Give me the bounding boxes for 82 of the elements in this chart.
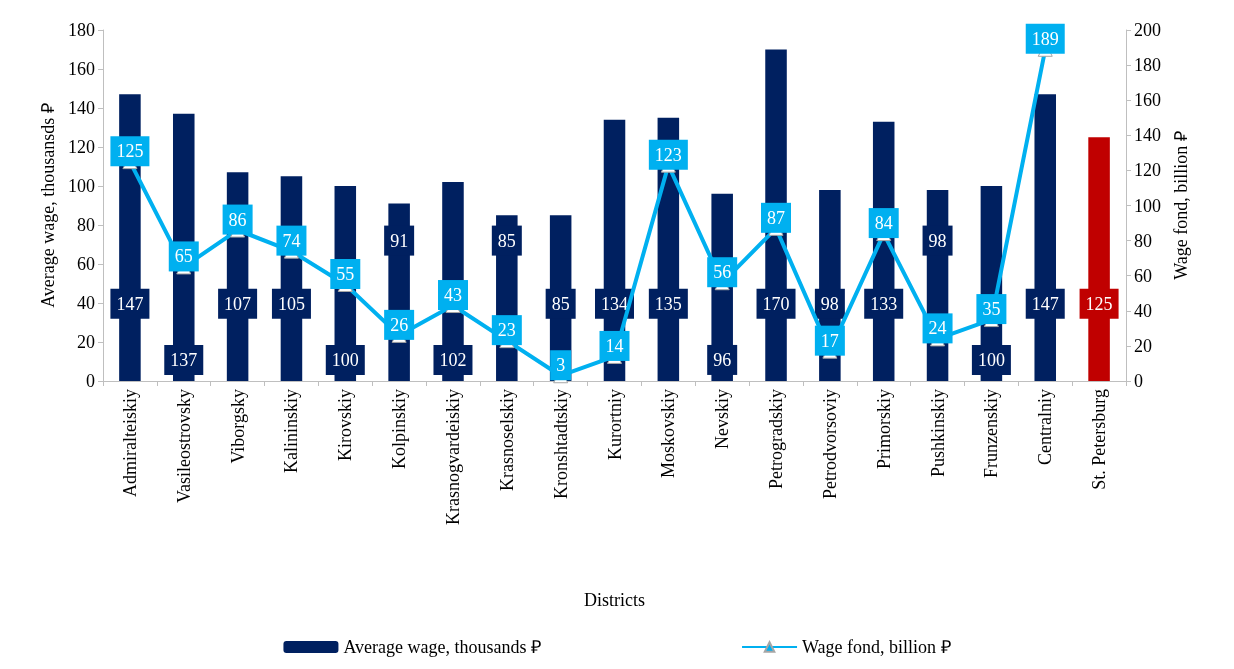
data-label: 100 (331, 349, 359, 370)
x-tick-label: Krasnogvardeiskiy (442, 389, 463, 525)
x-tick-label: St. Petersburg (1089, 389, 1110, 490)
x-tick-label: Vasileostrovsky (173, 389, 194, 503)
y-tick-label: 60 (77, 254, 95, 274)
x-tick-label: Petrodvorsoviy (819, 389, 840, 499)
y2-tick-label: 100 (1134, 195, 1161, 216)
x-tick-label: Frunzenskiy (981, 389, 1002, 478)
x-tick-label: Centralniy (1035, 389, 1056, 465)
y-tick-label: 40 (77, 293, 95, 313)
data-label: 14 (605, 335, 624, 356)
y-tick-label: 80 (77, 215, 95, 235)
data-label: 24 (928, 318, 947, 339)
legend-label: Average wage, thousands ₽ (343, 637, 542, 657)
y2-tick-label: 180 (1134, 55, 1161, 76)
data-label: 96 (713, 349, 732, 370)
data-label: 123 (654, 144, 682, 165)
y-tick-label: 100 (68, 176, 95, 196)
legend-label: Wage fond, billion ₽ (802, 637, 951, 657)
y2-axis-title: Wage fond, billion ₽ (1170, 131, 1191, 280)
data-label: 98 (928, 230, 947, 251)
y-axis-title: Average wage, thousansds ₽ (38, 103, 59, 308)
data-label: 105 (277, 293, 305, 314)
x-tick-label: Pushkinskiy (927, 389, 948, 478)
data-label: 134 (601, 293, 628, 314)
x-tick-label: Nevskiy (712, 389, 733, 449)
data-label: 86 (228, 209, 247, 230)
data-label: 85 (551, 293, 570, 314)
x-axis-title: Districts (584, 590, 645, 610)
data-label: 147 (116, 293, 144, 314)
data-label: 17 (820, 330, 839, 351)
data-label: 23 (497, 320, 516, 341)
y2-tick-label: 60 (1134, 265, 1152, 286)
data-label: 56 (713, 262, 732, 283)
data-label: 91 (390, 230, 409, 251)
x-tick-label: Petrogradskiy (766, 389, 787, 489)
x-tick-label: Kronshtadtskiy (550, 389, 571, 499)
y-tick-label: 120 (68, 137, 95, 157)
y2-tick-label: 20 (1134, 335, 1152, 356)
data-label: 74 (282, 230, 301, 251)
y-tick-label: 160 (68, 59, 95, 79)
data-label: 35 (982, 299, 1001, 320)
x-tick-label: Krasnoselskiy (496, 389, 517, 491)
data-label: 107 (224, 293, 252, 314)
data-label: 26 (390, 314, 409, 335)
y-tick-label: 180 (68, 20, 95, 40)
data-label: 125 (116, 141, 144, 162)
y2-tick-label: 200 (1134, 20, 1161, 40)
data-label: 147 (1031, 293, 1059, 314)
y2-tick-label: 0 (1134, 371, 1143, 391)
y2-tick-label: 160 (1134, 90, 1161, 111)
y2-tick-label: 40 (1134, 300, 1152, 321)
data-label: 133 (870, 293, 898, 314)
data-label: 102 (439, 349, 467, 370)
data-label: 98 (820, 293, 839, 314)
x-tick-label: Admiralteiskiy (119, 389, 140, 497)
data-label: 135 (654, 293, 682, 314)
data-label: 65 (174, 246, 193, 267)
x-tick-label: Moskovskiy (658, 389, 679, 479)
x-tick-label: Kurortniy (604, 389, 625, 460)
y-tick-label: 20 (77, 332, 95, 352)
x-tick-label: Viborgsky (227, 389, 248, 464)
data-label: 189 (1031, 28, 1059, 49)
y-tick-label: 140 (68, 98, 95, 118)
y2-tick-label: 140 (1134, 125, 1161, 146)
x-tick-label: Kalininskiy (281, 389, 302, 473)
data-label: 55 (336, 263, 355, 284)
data-label: 170 (762, 293, 790, 314)
x-tick-label: Primorskiy (873, 389, 894, 470)
data-label: 100 (977, 349, 1005, 370)
y-tick-label: 0 (86, 371, 95, 391)
y2-tick-label: 120 (1134, 160, 1161, 181)
x-tick-label: Kolpinskiy (389, 389, 410, 470)
data-label: 85 (497, 230, 516, 251)
data-label: 87 (767, 207, 786, 228)
data-label: 84 (874, 213, 893, 234)
x-tick-label: Kirovskiy (335, 389, 356, 461)
data-label: 43 (443, 285, 462, 306)
data-label: 137 (170, 349, 198, 370)
data-label: 125 (1085, 293, 1113, 314)
y2-tick-label: 80 (1134, 230, 1152, 251)
data-label: 3 (556, 355, 566, 376)
